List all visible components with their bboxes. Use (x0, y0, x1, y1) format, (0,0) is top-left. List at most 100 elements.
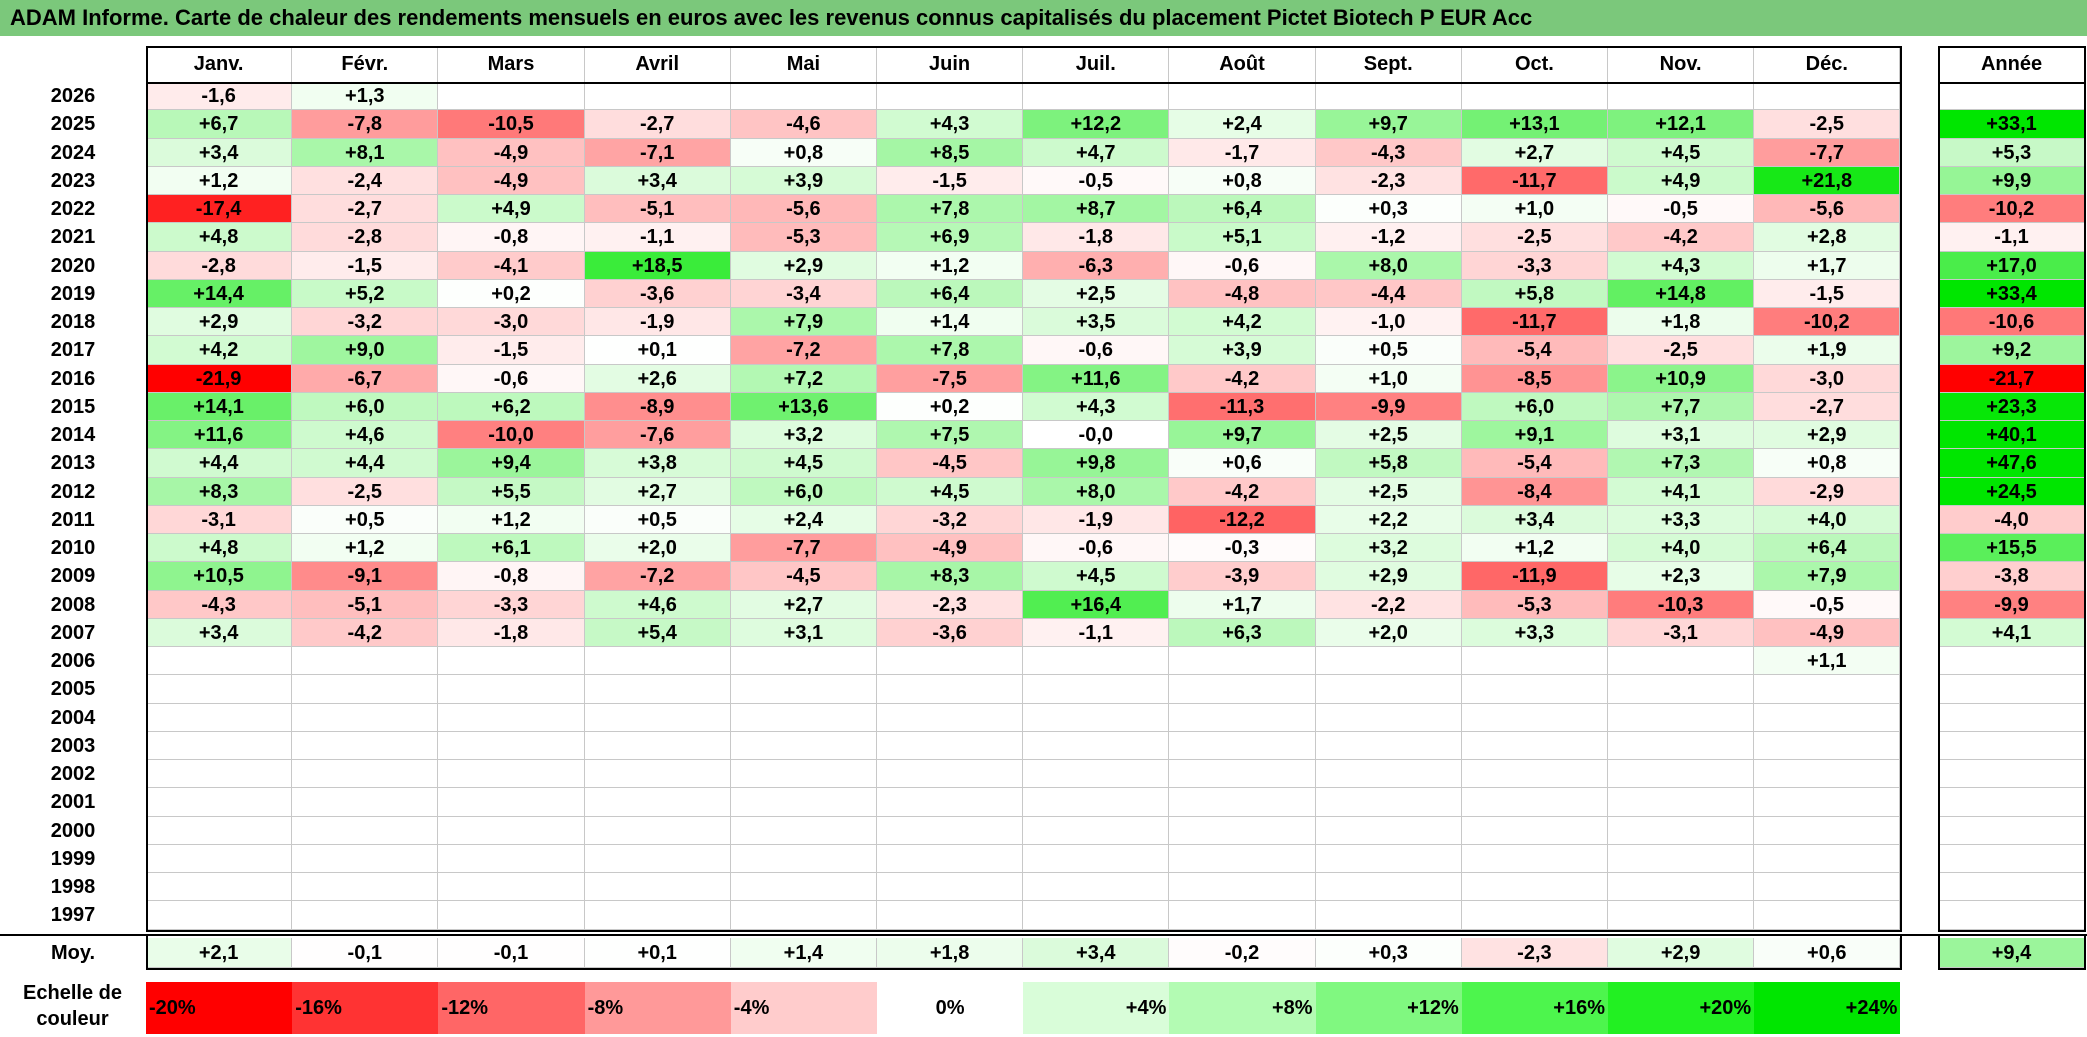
heatmap-cell: -5,4 (1461, 449, 1608, 478)
heatmap-cell: +6,1 (438, 534, 585, 563)
heatmap-cell (1461, 731, 1608, 760)
heatmap-cell (1023, 873, 1170, 902)
heatmap-cell (1023, 901, 1170, 930)
heatmap-cell: +2,8 (1754, 223, 1901, 252)
heatmap-cell: -0,6 (1023, 336, 1170, 365)
heatmap-cell: +3,4 (1461, 505, 1608, 534)
heatmap-cell (1315, 844, 1462, 873)
heatmap-cell: +13,1 (1461, 110, 1608, 139)
heatmap-cell (1315, 703, 1462, 732)
heatmap-cell: +4,5 (1608, 138, 1755, 167)
heatmap-cell: -4,5 (730, 562, 877, 591)
heatmap-cell: +11,6 (146, 421, 293, 450)
annual-cell (1938, 703, 2086, 732)
heatmap-cell (1754, 901, 1901, 930)
heatmap-cell: -3,0 (438, 308, 585, 337)
heatmap-cell: -7,7 (1754, 138, 1901, 167)
color-scale-swatch: -12% (438, 982, 585, 1034)
heatmap-cell: +1,3 (292, 82, 439, 111)
row-year-label: 2012 (50, 480, 96, 503)
heatmap-cell (1754, 703, 1901, 732)
heatmap-cell: -2,9 (1754, 477, 1901, 506)
annual-cell (1938, 647, 2086, 676)
annual-cell: +4,1 (1938, 618, 2086, 647)
heatmap-cell: +21,8 (1754, 166, 1901, 195)
annual-cell (1938, 82, 2086, 111)
heatmap-cell: +1,0 (1315, 364, 1462, 393)
heatmap-cell: +12,1 (1608, 110, 1755, 139)
heatmap-cell: +3,2 (1315, 534, 1462, 563)
heatmap-cell: -7,8 (292, 110, 439, 139)
heatmap-cell: +3,9 (1169, 336, 1316, 365)
heatmap-cell: +4,3 (1023, 392, 1170, 421)
heatmap-cell: -3,2 (292, 308, 439, 337)
annual-cell: +9,9 (1938, 166, 2086, 195)
heatmap-cell: +5,4 (584, 618, 731, 647)
row-year-label: 2003 (50, 734, 96, 757)
column-header: Déc. (1754, 46, 1901, 82)
annual-cell: +33,1 (1938, 110, 2086, 139)
heatmap-cell (584, 760, 731, 789)
heatmap-cell: +0,2 (438, 279, 585, 308)
annual-cell: -9,9 (1938, 590, 2086, 619)
heatmap-cell: -5,6 (1754, 195, 1901, 224)
heatmap-cell (1169, 731, 1316, 760)
heatmap-cell: +2,9 (1754, 421, 1901, 450)
heatmap-cell: +4,1 (1608, 477, 1755, 506)
heatmap-cell: +7,5 (877, 421, 1024, 450)
heatmap-cell: -12,2 (1169, 505, 1316, 534)
heatmap-cell: -4,8 (1169, 279, 1316, 308)
heatmap-cell: +9,8 (1023, 449, 1170, 478)
average-cell: -2,3 (1461, 938, 1608, 968)
heatmap-cell: +11,6 (1023, 364, 1170, 393)
heatmap-cell (877, 82, 1024, 111)
heatmap-cell: +0,3 (1315, 195, 1462, 224)
heatmap-cell: +1,7 (1754, 251, 1901, 280)
heatmap-cell: +10,9 (1608, 364, 1755, 393)
heatmap-cell (1461, 647, 1608, 676)
annual-cell: +17,0 (1938, 251, 2086, 280)
heatmap-cell: +4,3 (1608, 251, 1755, 280)
heatmap-cell (584, 675, 731, 704)
heatmap-cell (877, 703, 1024, 732)
heatmap-cell: +7,9 (1754, 562, 1901, 591)
heatmap-cell: +6,4 (1169, 195, 1316, 224)
heatmap-cell (438, 82, 585, 111)
column-header: Août (1169, 46, 1316, 82)
heatmap-cell: -2,8 (292, 223, 439, 252)
color-scale-swatch: +16% (1461, 982, 1608, 1034)
heatmap-cell (1608, 844, 1755, 873)
heatmap-cell: +1,2 (877, 251, 1024, 280)
row-year-label: 2020 (50, 254, 96, 277)
heatmap-cell: -0,5 (1608, 195, 1755, 224)
row-year-label: 2010 (50, 537, 96, 559)
heatmap-cell (292, 901, 439, 930)
heatmap-cell (730, 731, 877, 760)
heatmap-cell: +6,3 (1169, 618, 1316, 647)
heatmap-cell: -11,3 (1169, 392, 1316, 421)
heatmap-cell: -4,1 (438, 251, 585, 280)
heatmap-cell: +7,7 (1608, 392, 1755, 421)
heatmap-cell (1315, 816, 1462, 845)
heatmap-cell: -2,7 (584, 110, 731, 139)
heatmap-cell (1023, 760, 1170, 789)
heatmap-cell: -6,3 (1023, 251, 1170, 280)
heatmap-cell: +2,7 (584, 477, 731, 506)
annual-cell (1938, 788, 2086, 817)
heatmap-cell (730, 901, 877, 930)
heatmap-cell (730, 703, 877, 732)
header-divider (146, 82, 1901, 84)
heatmap-cell (1023, 844, 1170, 873)
heatmap-cell: -4,2 (292, 618, 439, 647)
heatmap-cell (1608, 675, 1755, 704)
color-scale-label: Echelle de couleur (23, 982, 122, 1030)
heatmap-cell: +14,4 (146, 279, 293, 308)
heatmap-cell (584, 82, 731, 111)
heatmap-cell: -3,0 (1754, 364, 1901, 393)
heatmap-cell: -10,5 (438, 110, 585, 139)
heatmap-cell: -0,0 (1023, 421, 1170, 450)
heatmap-cell: +18,5 (584, 251, 731, 280)
heatmap-cell: -1,0 (1315, 308, 1462, 337)
heatmap-cell (292, 731, 439, 760)
heatmap-cell (1608, 873, 1755, 902)
